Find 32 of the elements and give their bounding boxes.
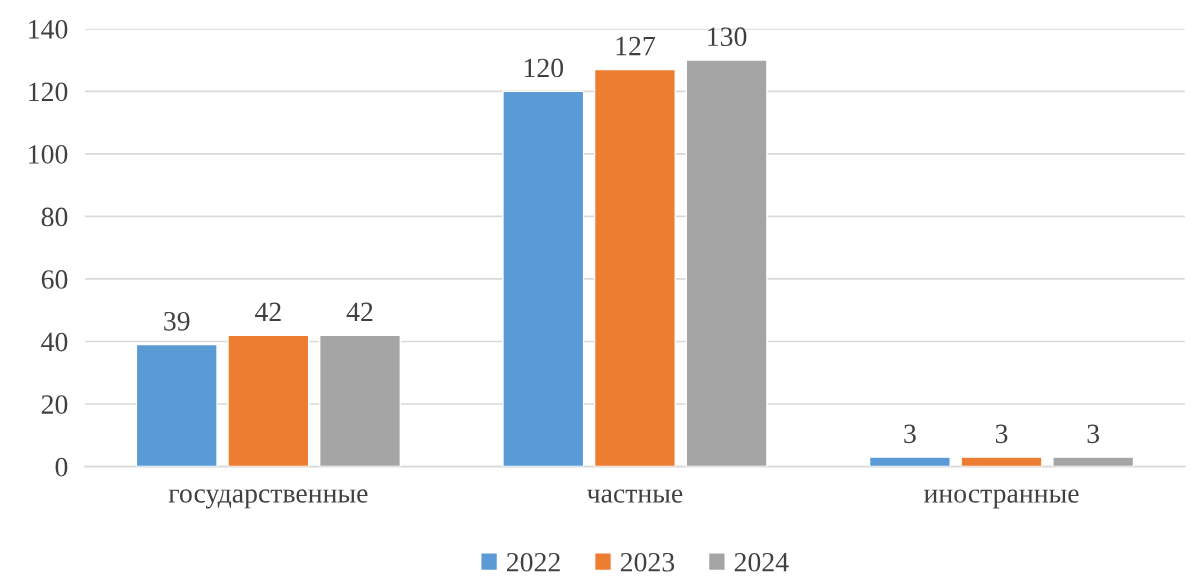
bar — [593, 68, 676, 467]
x-tick-label: частные — [587, 489, 683, 503]
y-tick-label: 140 — [29, 19, 68, 39]
y-tick-label: 40 — [41, 332, 68, 352]
y-tick-label: 0 — [55, 457, 68, 477]
data-label: 127 — [616, 36, 655, 56]
y-tick-label: 120 — [29, 82, 68, 102]
data-label: 3 — [904, 424, 916, 444]
bar — [685, 59, 768, 467]
x-tick-label: государственные — [168, 489, 368, 509]
y-tick-label: 80 — [41, 207, 68, 227]
y-tick-label: 60 — [41, 270, 68, 289]
data-label: 3 — [995, 424, 1008, 444]
y-tick-label: 100 — [29, 145, 68, 164]
legend-label: 2022 — [506, 552, 560, 572]
data-label: 130 — [708, 27, 747, 47]
legend-label: 2024 — [734, 552, 789, 572]
legend-label: 2023 — [620, 552, 675, 572]
data-label: 3 — [1087, 424, 1100, 444]
data-label: 42 — [255, 302, 281, 321]
bar — [318, 334, 402, 467]
bar — [502, 90, 585, 467]
bar — [1052, 456, 1135, 467]
bar — [960, 456, 1043, 467]
data-label: 39 — [164, 311, 190, 331]
data-label: 120 — [524, 58, 564, 78]
bar — [227, 334, 310, 467]
data-label: 42 — [346, 302, 373, 321]
bar — [135, 343, 218, 467]
y-tick-label: 20 — [41, 395, 68, 414]
bar — [868, 456, 951, 467]
x-tick-label: иностранные — [923, 489, 1079, 509]
